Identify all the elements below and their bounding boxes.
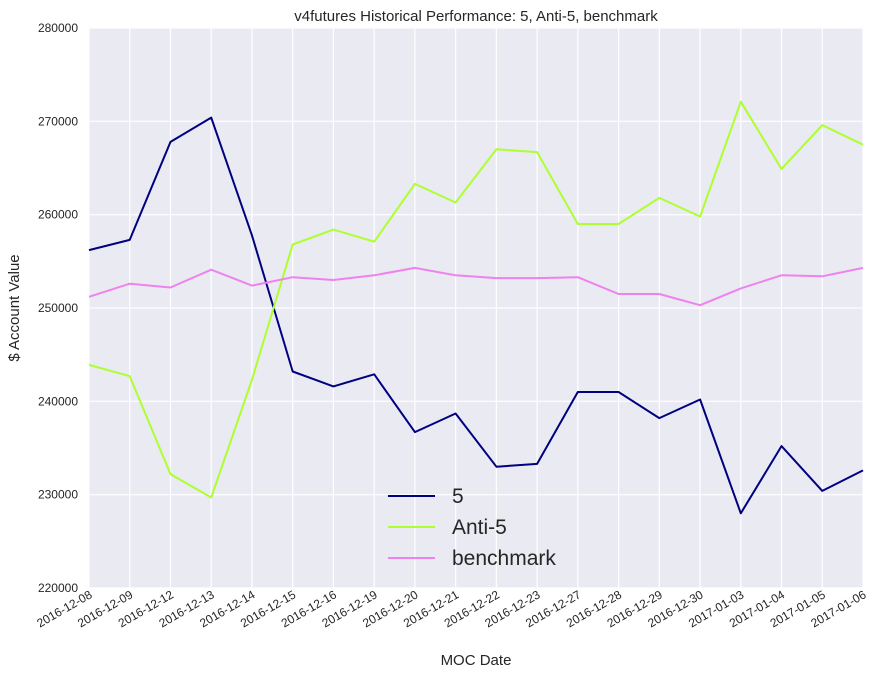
legend-label: Anti-5: [452, 516, 507, 539]
y-tick-labels: 220000 230000 240000 250000 260000 270000 2800…: [38, 21, 78, 595]
x-axis-title: MOC Date: [441, 652, 512, 669]
y-tick-label: 260000: [38, 208, 78, 222]
y-tick-label: 240000: [38, 394, 78, 408]
chart-title: v4futures Historical Performance: 5, Ant…: [294, 8, 658, 25]
y-axis-title: $ Account Value: [6, 254, 23, 361]
y-tick-label: 270000: [38, 114, 78, 128]
y-tick-label: 250000: [38, 301, 78, 315]
series-line-anti-5: [88, 100, 864, 499]
legend: 5 Anti-5 benchmark: [388, 485, 556, 570]
y-tick-label: 230000: [38, 488, 78, 502]
legend-label: benchmark: [452, 547, 556, 570]
series-lines: [88, 100, 864, 515]
y-tick-label: 280000: [38, 21, 78, 35]
x-tick-labels: 2016-12-082016-12-092016-12-122016-12-13…: [34, 587, 868, 630]
legend-label: 5: [452, 485, 464, 508]
series-line-5: [88, 116, 864, 515]
y-tick-label: 220000: [38, 581, 78, 595]
series-line-benchmark: [88, 266, 864, 307]
